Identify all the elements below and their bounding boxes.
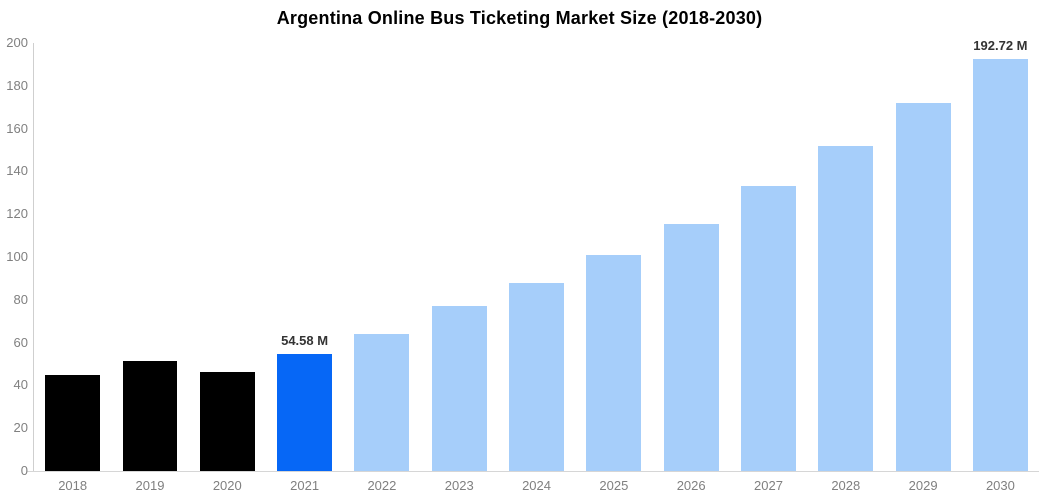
bar-2020 — [199, 371, 255, 471]
bar-slot-2021: 54.58 M — [266, 43, 343, 471]
bar-2028 — [818, 145, 874, 471]
x-tick-label-2022: 2022 — [367, 478, 397, 493]
bar-2018 — [45, 374, 101, 471]
y-tick-label-80: 80 — [13, 291, 28, 307]
y-tick-label-200: 200 — [6, 35, 28, 50]
bars-area: 54.58 M 192.72 M — [34, 38, 1039, 471]
bar-2026 — [663, 223, 719, 471]
x-axis-tick-labels: 2018 2019 2020 2021 2022 2023 2024 2025 2026 2027… — [34, 478, 1039, 493]
x-tick-label-2028: 2028 — [831, 478, 861, 493]
x-tick-label-2024: 2024 — [522, 478, 551, 493]
bar-2024 — [509, 282, 564, 471]
y-tick-label-0: 0 — [20, 463, 28, 478]
bar-slot-2026 — [653, 43, 730, 471]
y-tick-label-120: 120 — [6, 206, 28, 222]
y-tick-label-140: 140 — [6, 163, 28, 179]
bar-slot-2028 — [807, 43, 884, 471]
bar-2023 — [431, 306, 487, 471]
bar-slot-2020 — [189, 43, 266, 471]
bar-slot-2024 — [498, 43, 575, 471]
y-tick-label-160: 160 — [6, 120, 28, 136]
bar-value-label-2030: 192.72 M — [973, 37, 1028, 53]
x-tick-label-2030: 2030 — [985, 478, 1015, 493]
x-tick-label-2018: 2018 — [58, 478, 88, 493]
y-tick-label-20: 20 — [13, 420, 28, 436]
bar-2030: 192.72 M — [972, 38, 1028, 471]
bar-slot-2027 — [730, 43, 807, 471]
bar-slot-2023 — [421, 43, 498, 471]
x-tick-label-2019: 2019 — [135, 478, 165, 493]
chart-title: Argentina Online Bus Ticketing Market Si… — [276, 8, 763, 28]
x-tick-label-2021: 2021 — [290, 478, 320, 493]
bar-slot-2030: 192.72 M — [962, 38, 1039, 471]
y-tick-label-40: 40 — [13, 377, 28, 393]
x-tick-label-2029: 2029 — [908, 478, 938, 493]
x-axis-line — [27, 471, 1039, 472]
x-tick-label-2027: 2027 — [754, 478, 783, 493]
x-tick-label-2025: 2025 — [599, 478, 629, 493]
x-tick-label-2023: 2023 — [444, 478, 474, 493]
bar-slot-2029 — [884, 43, 961, 471]
bar-slot-2025 — [575, 43, 652, 471]
bar-2025 — [586, 254, 642, 471]
bar-slot-2018 — [34, 43, 111, 471]
y-tick-label-180: 180 — [6, 77, 28, 93]
bar-slot-2022 — [343, 43, 420, 471]
y-tick-label-60: 60 — [13, 334, 28, 350]
bar-2029 — [895, 102, 951, 471]
y-tick-label-100: 100 — [6, 249, 28, 264]
bar-slot-2019 — [111, 43, 188, 471]
bar-2027 — [741, 186, 796, 471]
y-axis-line — [33, 43, 34, 471]
bar-value-label-2021: 54.58 M — [281, 333, 329, 349]
x-tick-label-2020: 2020 — [212, 478, 242, 493]
bar-2019 — [122, 361, 178, 471]
x-tick-label-2026: 2026 — [676, 478, 706, 493]
bar-2022 — [354, 334, 410, 471]
bar-2021: 54.58 M — [277, 333, 333, 471]
